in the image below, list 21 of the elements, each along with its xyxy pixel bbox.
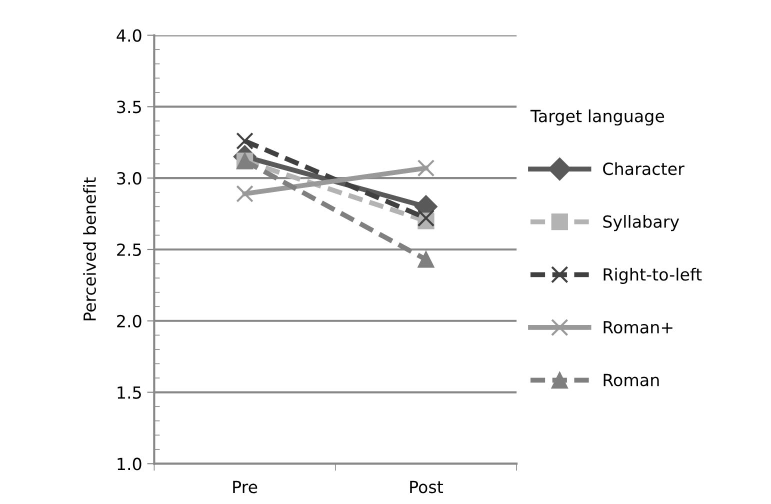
y-tick-label: 2.0 (117, 314, 142, 328)
y-tick-label: 3.0 (117, 172, 142, 185)
point (418, 251, 434, 268)
legend-label: Syllabary (603, 215, 680, 232)
y-tick-label: 1.0 (118, 458, 142, 470)
y-tick-label: 2.5 (117, 243, 141, 256)
point (236, 132, 254, 150)
point (417, 209, 435, 227)
y-axis-title: Perceived benefit (83, 177, 96, 320)
x-tick-label: Post (410, 480, 444, 494)
legend-label: Right-to-left (604, 268, 702, 284)
y-tick-label: 3.5 (117, 100, 141, 114)
legend-label: Character (603, 162, 684, 176)
y-tick-label: 4.0 (116, 29, 142, 42)
point (236, 185, 254, 202)
legend-label: Roman (604, 374, 659, 386)
point (417, 159, 435, 177)
x-tick-label: Pre (233, 480, 258, 494)
legend-title: Target language (530, 109, 664, 126)
y-tick-label: 1.5 (118, 386, 141, 399)
legend-label: Roman+ (604, 321, 672, 334)
